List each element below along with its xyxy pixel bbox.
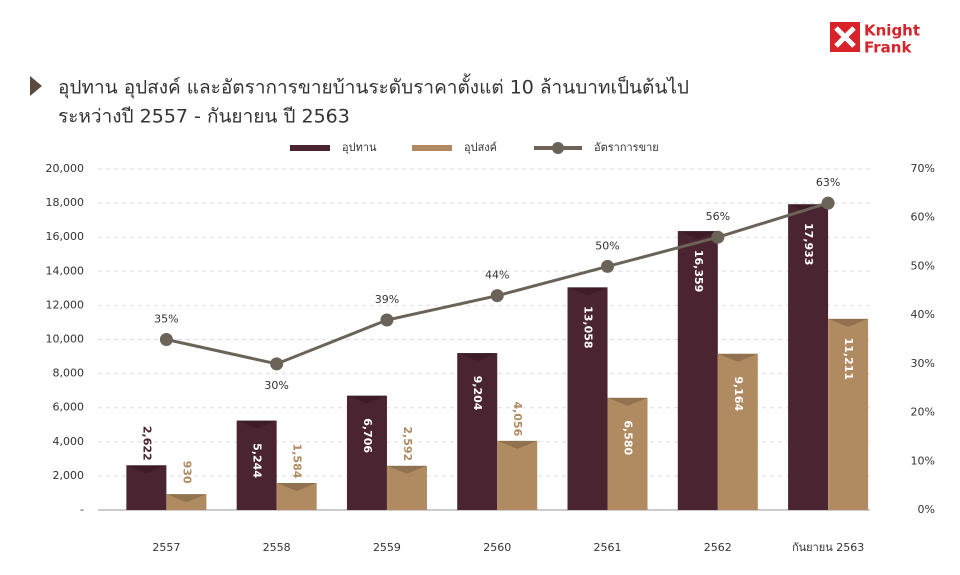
bar bbox=[166, 494, 207, 510]
value-label: 1,584 bbox=[291, 444, 304, 479]
title-arrow bbox=[30, 76, 42, 96]
legend-swatch bbox=[552, 142, 564, 154]
y-tick-label: 2,000 bbox=[53, 469, 85, 482]
bar bbox=[717, 353, 758, 510]
bar bbox=[828, 318, 869, 510]
y2-tick-label: 0% bbox=[918, 503, 935, 516]
bar-cap bbox=[386, 465, 427, 474]
logo-cross bbox=[834, 26, 856, 48]
chart-title: อุปทาน อุปสงค์ และอัตราการขายบ้านระดับรา… bbox=[58, 74, 689, 100]
value-label: 9,164 bbox=[732, 376, 745, 411]
y2-tick-label: 50% bbox=[911, 259, 935, 272]
bar-cap bbox=[236, 420, 277, 429]
logo-text: Knight bbox=[864, 22, 920, 40]
value-label: 6,706 bbox=[361, 418, 374, 453]
bar bbox=[276, 482, 317, 510]
value-label: 63% bbox=[816, 176, 840, 189]
bar-cap bbox=[717, 353, 758, 362]
chart-subtitle: ระหว่างปี 2557 - กันยายน ปี 2563 bbox=[58, 106, 350, 128]
y2-tick-label: 70% bbox=[911, 162, 935, 175]
logo-text: Frank bbox=[864, 39, 912, 57]
line-marker bbox=[490, 289, 504, 303]
value-label: 11,211 bbox=[842, 338, 855, 380]
bar-cap bbox=[677, 231, 718, 240]
value-label: 30% bbox=[264, 379, 288, 392]
x-tick-label: 2562 bbox=[704, 541, 732, 554]
line-marker bbox=[159, 333, 173, 346]
y-tick-label: - bbox=[80, 503, 84, 516]
value-label: 35% bbox=[154, 313, 178, 326]
bar-cap bbox=[828, 318, 869, 327]
legend-label: อัตราการขาย bbox=[594, 141, 659, 154]
value-label: 44% bbox=[485, 269, 509, 282]
bar bbox=[607, 397, 648, 510]
x-tick-label: 2557 bbox=[152, 541, 180, 554]
value-label: 50% bbox=[595, 239, 619, 252]
bar-cap bbox=[567, 287, 608, 296]
legend-swatch bbox=[412, 145, 452, 151]
bar bbox=[457, 353, 498, 510]
line-marker bbox=[380, 313, 394, 327]
y-tick-label: 14,000 bbox=[46, 264, 85, 277]
y-tick-label: 20,000 bbox=[46, 162, 85, 175]
bar-cap bbox=[346, 395, 387, 404]
bar bbox=[497, 440, 538, 510]
line-marker bbox=[711, 230, 725, 244]
y-tick-label: 8,000 bbox=[53, 367, 85, 380]
value-label: 39% bbox=[375, 293, 399, 306]
value-label: 56% bbox=[706, 210, 730, 223]
x-tick-label: กันยายน 2563 bbox=[792, 541, 864, 554]
value-label: 9,204 bbox=[471, 376, 484, 411]
bar-cap bbox=[497, 440, 538, 449]
legend-swatch bbox=[290, 145, 330, 151]
bar-cap bbox=[166, 494, 207, 503]
y2-tick-label: 30% bbox=[911, 357, 935, 370]
y-tick-label: 12,000 bbox=[46, 298, 85, 311]
bar-cap bbox=[276, 482, 317, 491]
legend-label: อุปสงค์ bbox=[464, 141, 497, 154]
value-label: 17,933 bbox=[802, 223, 815, 265]
bar bbox=[126, 465, 167, 510]
x-tick-label: 2558 bbox=[263, 541, 291, 554]
value-label: 2,622 bbox=[140, 426, 153, 461]
value-label: 4,056 bbox=[511, 401, 524, 436]
line-marker bbox=[821, 196, 835, 210]
line-marker bbox=[601, 259, 615, 273]
value-label: 930 bbox=[180, 461, 193, 484]
bar-cap bbox=[457, 353, 498, 362]
line-marker bbox=[270, 357, 284, 371]
y2-tick-label: 20% bbox=[911, 406, 935, 419]
bar bbox=[788, 204, 829, 510]
bar bbox=[386, 465, 427, 510]
y2-tick-label: 40% bbox=[911, 308, 935, 321]
bar bbox=[567, 287, 608, 510]
value-label: 13,058 bbox=[582, 306, 595, 348]
bar bbox=[236, 420, 277, 510]
value-label: 6,580 bbox=[622, 420, 635, 455]
y-tick-label: 6,000 bbox=[53, 401, 85, 414]
y2-tick-label: 60% bbox=[911, 211, 935, 224]
x-tick-label: 2561 bbox=[594, 541, 622, 554]
y-tick-label: 4,000 bbox=[53, 435, 85, 448]
value-label: 16,359 bbox=[692, 250, 705, 292]
legend-label: อุปทาน bbox=[342, 141, 377, 154]
x-tick-label: 2560 bbox=[483, 541, 511, 554]
bar-cap bbox=[126, 465, 167, 474]
line bbox=[166, 201, 829, 366]
value-label: 2,592 bbox=[401, 426, 414, 461]
y2-tick-label: 10% bbox=[911, 454, 935, 467]
x-tick-label: 2559 bbox=[373, 541, 401, 554]
bar-cap bbox=[607, 397, 648, 406]
y-tick-label: 18,000 bbox=[46, 196, 85, 209]
value-label: 5,244 bbox=[251, 443, 264, 478]
bar bbox=[346, 395, 387, 510]
y-tick-label: 10,000 bbox=[46, 333, 85, 346]
bar bbox=[677, 231, 718, 511]
y-tick-label: 16,000 bbox=[46, 230, 85, 243]
